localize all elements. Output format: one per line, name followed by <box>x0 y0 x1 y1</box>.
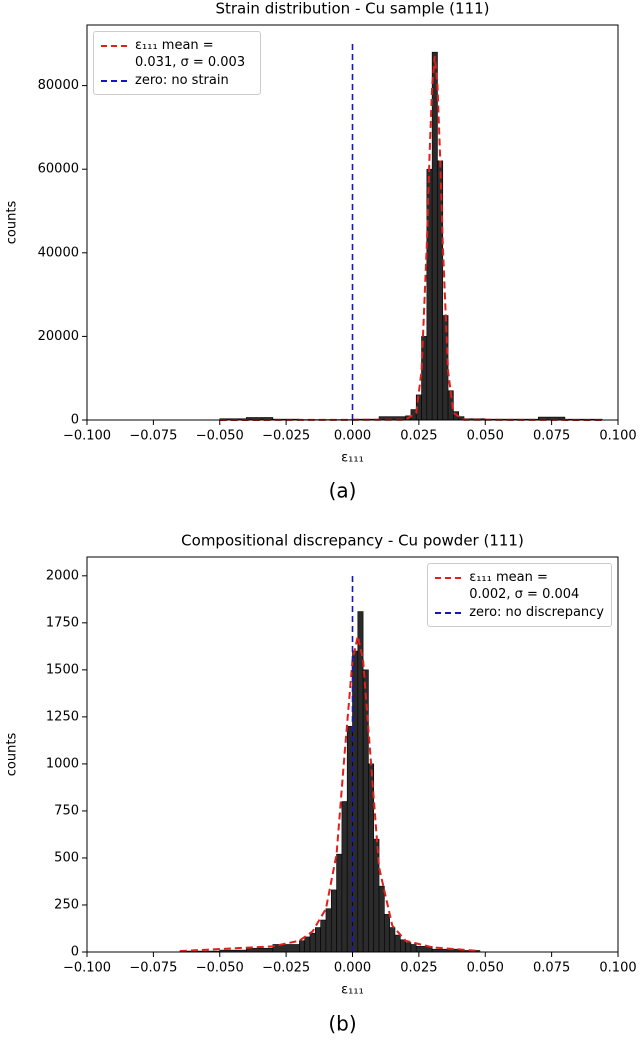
x-tick-label: −0.100 <box>63 429 111 444</box>
fit-line <box>179 635 481 953</box>
x-tick-label: 0.000 <box>334 961 371 976</box>
legend-label: zero: no discrepancy <box>469 605 604 620</box>
legend-entry: zero: no discrepancy <box>435 604 604 621</box>
x-tick-label: 0.000 <box>334 429 371 444</box>
y-tick-label: 80000 <box>38 78 79 93</box>
histogram-bar <box>405 942 412 953</box>
histogram-bar <box>315 927 321 953</box>
y-tick-label: 40000 <box>38 245 79 260</box>
y-tick-label: 750 <box>54 803 79 818</box>
legend-entry: ε₁₁₁ mean = 0.002, σ = 0.004 <box>435 569 604 603</box>
x-axis-label: ε₁₁₁ <box>341 451 364 466</box>
histogram-bar <box>399 939 406 953</box>
x-tick-label: 0.100 <box>599 429 636 444</box>
legend-label: ε₁₁₁ mean = 0.031, σ = 0.003 <box>135 38 246 70</box>
y-tick-label: 1000 <box>46 756 79 771</box>
y-tick-label: 0 <box>71 413 79 428</box>
x-tick-label: 0.025 <box>400 429 437 444</box>
x-tick-label: −0.025 <box>262 429 310 444</box>
y-tick-label: 60000 <box>38 162 79 177</box>
caption: (b) <box>328 1012 356 1036</box>
histogram-bar <box>362 669 369 953</box>
y-tick-label: 1750 <box>46 615 79 630</box>
histogram-bar <box>246 947 274 953</box>
histogram-bar <box>320 919 327 953</box>
legend-swatch <box>101 45 127 47</box>
caption: (a) <box>329 479 357 503</box>
legend: ε₁₁₁ mean = 0.031, σ = 0.003 zero: no str… <box>93 31 261 95</box>
y-tick-label: 2000 <box>46 568 79 583</box>
legend-swatch <box>435 612 462 614</box>
x-tick-label: −0.025 <box>262 961 310 976</box>
histogram-bar <box>426 168 433 421</box>
legend-swatch <box>435 577 462 579</box>
x-tick-label: 0.100 <box>599 961 636 976</box>
x-tick-label: 0.050 <box>467 961 504 976</box>
legend-label: zero: no strain <box>135 73 229 88</box>
histogram-bar <box>304 936 311 953</box>
histogram-bar <box>325 908 332 953</box>
histogram-bar <box>373 838 380 953</box>
histogram-bar <box>309 932 316 953</box>
histogram-bar <box>421 336 428 421</box>
histogram-bar <box>410 944 417 953</box>
y-tick-label: 500 <box>54 850 79 865</box>
x-tick-label: −0.075 <box>129 961 177 976</box>
x-axis-label: ε₁₁₁ <box>341 983 364 998</box>
y-tick-label: 1250 <box>46 709 79 724</box>
y-tick-label: 0 <box>71 945 79 960</box>
x-tick-label: 0.075 <box>533 961 570 976</box>
x-tick-label: −0.050 <box>196 961 244 976</box>
legend-entry: zero: no strain <box>101 72 253 89</box>
y-tick-label: 1500 <box>46 662 79 677</box>
histogram-bar <box>341 801 348 953</box>
y-tick-label: 250 <box>54 897 79 912</box>
legend-entry: ε₁₁₁ mean = 0.031, σ = 0.003 <box>101 37 253 71</box>
histogram-bar <box>330 889 337 953</box>
histogram-bar <box>272 944 300 953</box>
legend-swatch <box>101 80 127 82</box>
x-tick-label: −0.100 <box>63 961 111 976</box>
y-axis-label: counts <box>5 201 20 245</box>
histogram-bar <box>378 885 385 953</box>
histogram-bar <box>384 914 390 953</box>
histogram-bar <box>336 853 343 953</box>
y-tick-label: 20000 <box>38 329 79 344</box>
histogram-bar <box>431 51 438 421</box>
x-tick-label: 0.075 <box>533 429 570 444</box>
chart-title: Compositional discrepancy - Cu powder (1… <box>181 532 524 550</box>
x-tick-label: 0.025 <box>400 961 437 976</box>
x-tick-label: −0.050 <box>196 429 244 444</box>
histogram-bar <box>389 927 396 953</box>
chart-title: Strain distribution - Cu sample (111) <box>215 0 489 18</box>
histogram-bar <box>394 934 401 953</box>
fit-line <box>219 56 603 421</box>
histogram-bar <box>299 940 306 953</box>
y-axis-label: counts <box>5 733 20 777</box>
legend: ε₁₁₁ mean = 0.002, σ = 0.004 zero: no dis… <box>427 563 612 627</box>
x-tick-label: −0.075 <box>129 429 177 444</box>
legend-label: ε₁₁₁ mean = 0.002, σ = 0.004 <box>469 570 580 602</box>
x-tick-label: 0.050 <box>467 429 504 444</box>
